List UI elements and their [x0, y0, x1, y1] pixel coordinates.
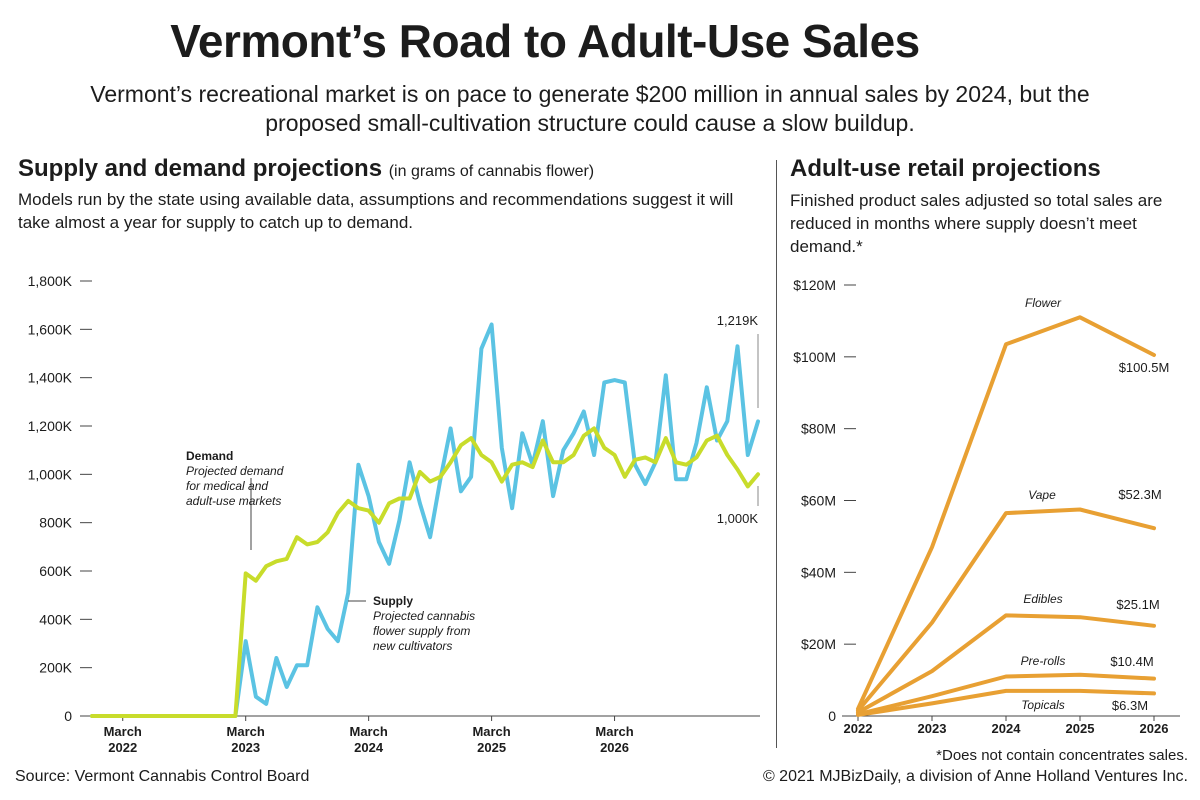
- retail-series-label-prerolls: Pre-rolls: [1021, 654, 1066, 668]
- retail-y-tick-label: 0: [828, 708, 836, 724]
- retail-line-topicals: [856, 688, 1156, 717]
- y-tick-label: 1,000K: [28, 466, 73, 482]
- y-tick-label: 800K: [39, 515, 72, 531]
- retail-y-tick-label: $100M: [793, 349, 836, 365]
- x-tick-label-year: 2024: [354, 740, 384, 755]
- y-tick-label: 1,800K: [28, 273, 73, 289]
- retail-x-tick-label: 2024: [992, 721, 1022, 736]
- retail-x-tick-label: 2026: [1140, 721, 1169, 736]
- x-tick-label-month: March: [104, 724, 142, 739]
- retail-series-label-topicals: Topicals: [1021, 698, 1065, 712]
- supply-demand-description: Models run by the state using available …: [18, 190, 734, 232]
- demand-label-desc: for medical and: [186, 479, 268, 493]
- supply-demand-heading: Supply and demand projections (in grams …: [18, 155, 594, 183]
- copyright-note: © 2021 MJBizDaily, a division of Anne Ho…: [762, 768, 1188, 785]
- retail-series-label-flower: Flower: [1025, 296, 1062, 310]
- x-tick-label-month: March: [595, 724, 633, 739]
- x-tick-label-year: 2026: [600, 740, 629, 755]
- y-tick-label: 1,400K: [28, 370, 73, 386]
- retail-end-label-topicals: $6.3M: [1112, 698, 1148, 713]
- demand-label-desc: Projected demand: [186, 464, 284, 478]
- retail-x-tick-label: 2023: [918, 721, 947, 736]
- panel-divider: [776, 160, 777, 748]
- retail-line-prerolls: [856, 672, 1156, 717]
- retail-series-label-edibles: Edibles: [1023, 592, 1062, 606]
- retail-y-tick-label: $40M: [801, 564, 836, 580]
- x-tick-label-year: 2023: [231, 740, 260, 755]
- supply-demand-heading-note: (in grams of cannabis flower): [388, 163, 595, 180]
- retail-end-label-vape: $52.3M: [1118, 487, 1161, 502]
- x-tick-label-month: March: [472, 724, 510, 739]
- retail-end-label-flower: $100.5M: [1119, 360, 1170, 375]
- supply-end-label: 1,219K: [717, 313, 759, 328]
- series-line-demand: [90, 426, 760, 718]
- demand-label-title: Demand: [186, 449, 233, 463]
- x-tick-label-month: March: [349, 724, 387, 739]
- supply-label-desc: Projected cannabis: [373, 609, 475, 623]
- retail-end-label-edibles: $25.1M: [1116, 597, 1159, 612]
- retail-line-edibles: [856, 613, 1156, 715]
- retail-y-tick-label: $80M: [801, 421, 836, 437]
- supply-label-desc: new cultivators: [373, 639, 452, 653]
- retail-line-vape: [856, 507, 1156, 713]
- supply-label-title: Supply: [373, 594, 413, 608]
- retail-end-label-prerolls: $10.4M: [1110, 654, 1153, 669]
- retail-x-tick-label: 2022: [844, 721, 873, 736]
- supply-demand-heading-text: Supply and demand projections: [18, 155, 383, 182]
- retail-x-tick-label: 2025: [1066, 721, 1095, 736]
- y-tick-label: 1,200K: [28, 418, 73, 434]
- retail-y-tick-label: $60M: [801, 493, 836, 509]
- retail-y-tick-label: $20M: [801, 636, 836, 652]
- supply-label-desc: flower supply from: [373, 624, 470, 638]
- y-tick-label: 0: [64, 708, 72, 724]
- page-title: Vermont’s Road to Adult-Use Sales: [170, 15, 920, 67]
- retail-heading: Adult-use retail projections: [790, 155, 1101, 182]
- retail-y-tick-label: $120M: [793, 277, 836, 293]
- x-tick-label-month: March: [227, 724, 265, 739]
- y-tick-label: 400K: [39, 611, 72, 627]
- source-note: Source: Vermont Cannabis Control Board: [15, 768, 310, 785]
- y-tick-label: 600K: [39, 563, 72, 579]
- x-tick-label-year: 2025: [477, 740, 506, 755]
- demand-label-desc: adult-use markets: [186, 494, 281, 508]
- demand-end-label: 1,000K: [717, 511, 759, 526]
- retail-line-flower: [856, 315, 1156, 711]
- footnote: *Does not contain concentrates sales.: [936, 747, 1188, 764]
- retail-description: Finished product sales adjusted so total…: [790, 191, 1163, 256]
- page-subtitle: Vermont’s recreational market is on pace…: [90, 81, 1090, 136]
- x-tick-label-year: 2022: [108, 740, 137, 755]
- y-tick-label: 1,600K: [28, 321, 73, 337]
- y-tick-label: 200K: [39, 660, 72, 676]
- retail-series-label-vape: Vape: [1028, 488, 1056, 502]
